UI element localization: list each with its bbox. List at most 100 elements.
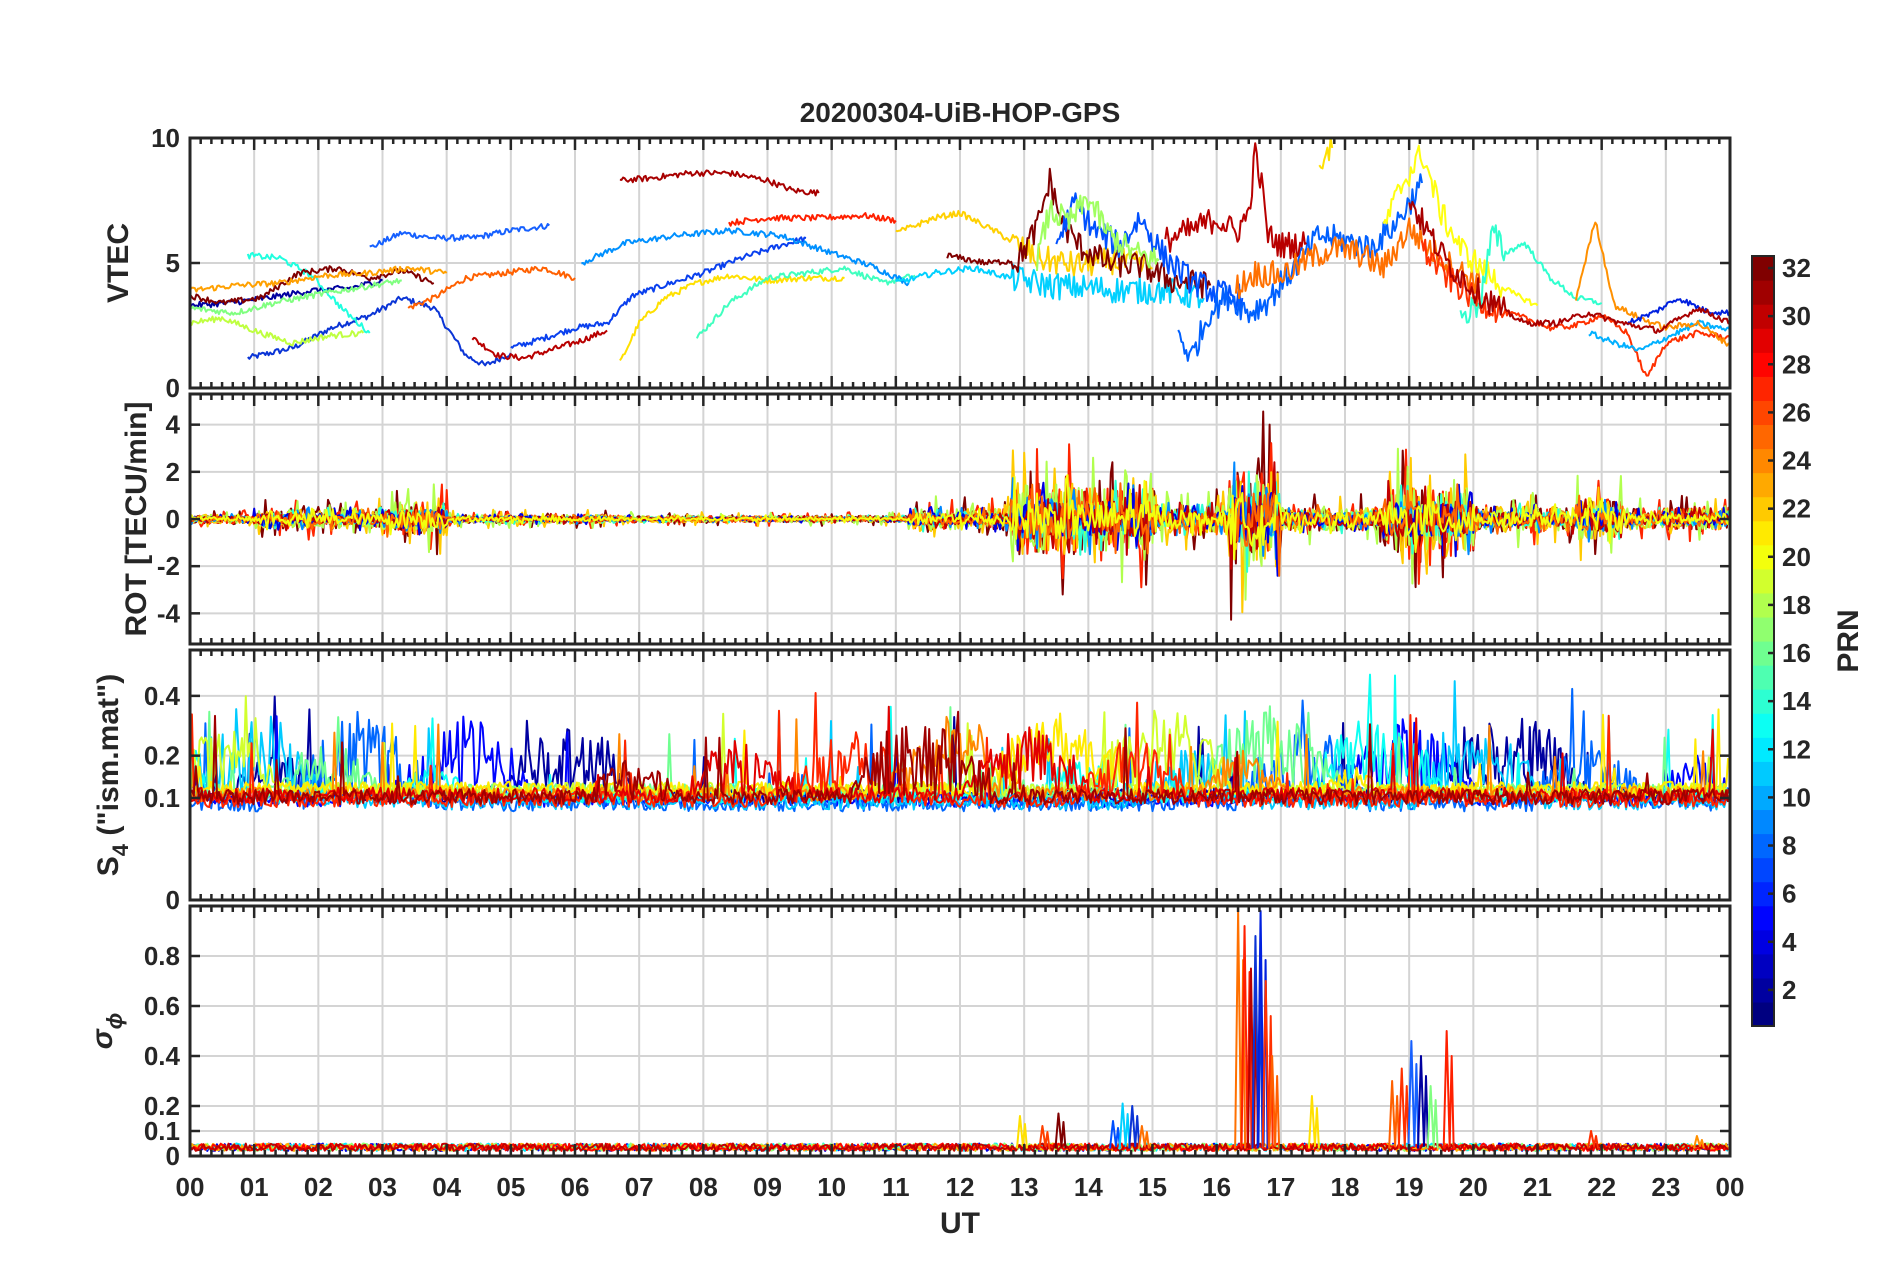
vtec-series-prn-20 bbox=[619, 273, 845, 361]
y-tick-label: 4 bbox=[166, 410, 181, 440]
s4-ylabel-suffix: ("ism.mat") bbox=[92, 674, 125, 844]
sigma-ylabel: σϕ bbox=[86, 1013, 127, 1050]
x-tick-label: 00 bbox=[1716, 1172, 1745, 1202]
sigma-ylabel-sub: ϕ bbox=[102, 1013, 127, 1030]
sigma-y-tick-labels: 00.10.2 0.4 0.6 0.8 bbox=[144, 941, 181, 1171]
colorbar-band bbox=[1752, 881, 1774, 907]
s4-ticks bbox=[188, 650, 1732, 902]
vtec-ticks bbox=[188, 136, 1732, 390]
colorbar-band bbox=[1752, 280, 1774, 305]
vtec-grid bbox=[190, 138, 1730, 388]
x-tick-label: 07 bbox=[625, 1172, 654, 1202]
colorbar-band bbox=[1752, 544, 1774, 570]
x-tick-label: 01 bbox=[240, 1172, 269, 1202]
x-tick-label: 05 bbox=[496, 1172, 525, 1202]
x-axis-label: UT bbox=[940, 1207, 980, 1240]
panel-rot: -4 -2 0 2 4 ROT [TECU/min] bbox=[120, 392, 1732, 646]
sigma-spike bbox=[1426, 1085, 1439, 1149]
sigma-spike bbox=[1388, 1080, 1401, 1149]
vtec-series-prn-9 bbox=[581, 227, 910, 287]
colorbar-band bbox=[1752, 785, 1774, 811]
sigma-ticks bbox=[188, 906, 1732, 1158]
vtec-series-prn-15 bbox=[695, 265, 916, 339]
vtec-plot-area bbox=[190, 138, 1730, 377]
colorbar-band bbox=[1752, 328, 1774, 353]
vtec-series-prn-32 bbox=[946, 167, 1212, 299]
colorbar-tick-label: 28 bbox=[1782, 349, 1811, 379]
y-tick-label: -2 bbox=[157, 551, 180, 581]
colorbar-band bbox=[1752, 689, 1774, 714]
colorbar-band bbox=[1752, 665, 1774, 690]
vtec-ylabel: VTEC bbox=[102, 223, 135, 303]
colorbar-tick-label: 12 bbox=[1782, 734, 1811, 764]
vtec-series-prn-13 bbox=[246, 251, 371, 334]
sigma-ylabel-main: σ bbox=[86, 1028, 119, 1049]
x-tick-label: 21 bbox=[1523, 1172, 1552, 1202]
x-tick-label: 00 bbox=[176, 1172, 205, 1202]
colorbar-band bbox=[1752, 1001, 1774, 1027]
s4-ylabel-main: S bbox=[92, 856, 125, 876]
y-tick-label: 0.2 bbox=[144, 1091, 180, 1121]
sigma-spike bbox=[1692, 1135, 1705, 1149]
s4-y-tick-labels: 0 0.1 0.2 0.4 bbox=[144, 681, 181, 915]
colorbar-band bbox=[1752, 713, 1774, 738]
y-tick-label: 10 bbox=[151, 123, 180, 153]
vtec-series-prn-7 bbox=[1055, 192, 1244, 312]
sigma-grid bbox=[190, 906, 1730, 1156]
colorbar-bands bbox=[1752, 256, 1774, 1027]
x-tick-label: 18 bbox=[1331, 1172, 1360, 1202]
sigma-spike bbox=[1109, 1120, 1121, 1149]
x-tick-label: 10 bbox=[817, 1172, 846, 1202]
s4-ylabel: S4 ("ism.mat") bbox=[92, 674, 133, 876]
vtec-series-prn-31 bbox=[619, 169, 820, 197]
y-tick-label: 2 bbox=[166, 457, 180, 487]
sigma-spike bbox=[1137, 1125, 1150, 1149]
y-tick-label: 0 bbox=[166, 373, 180, 403]
colorbar-band bbox=[1752, 616, 1774, 642]
x-tick-label: 03 bbox=[368, 1172, 397, 1202]
sigma-spike bbox=[1118, 1102, 1131, 1149]
x-tick-label: 17 bbox=[1266, 1172, 1295, 1202]
vtec-series-prn-17 bbox=[1036, 194, 1160, 272]
vtec-series-prn-11 bbox=[1588, 319, 1730, 352]
colorbar-tick-label: 20 bbox=[1782, 542, 1811, 572]
colorbar-tick-label: 26 bbox=[1782, 397, 1811, 427]
colorbar-tick-label: 4 bbox=[1782, 927, 1797, 957]
x-tick-labels: 00 01 02 03 04 05 06 07 08 09 10 11 12 13 14 15 16 17 18 19… bbox=[176, 1172, 1745, 1202]
vtec-series-prn-28 bbox=[728, 212, 897, 227]
vtec-series-prn-18 bbox=[190, 315, 365, 347]
sigma-spike bbox=[1128, 1105, 1141, 1149]
x-tick-label: 04 bbox=[432, 1172, 461, 1202]
x-tick-label: 06 bbox=[561, 1172, 590, 1202]
vtec-series-prn-22 bbox=[190, 265, 448, 293]
sigma-spike bbox=[1307, 1095, 1320, 1149]
colorbar-band bbox=[1752, 905, 1774, 931]
x-tick-label: 09 bbox=[753, 1172, 782, 1202]
vtec-series-prn-16 bbox=[190, 278, 402, 316]
vtec-series-prn-19 bbox=[1382, 144, 1539, 307]
rot-plot-area bbox=[190, 410, 1730, 621]
x-tick-label: 23 bbox=[1651, 1172, 1680, 1202]
colorbar-tick-label: 16 bbox=[1782, 638, 1811, 668]
x-tick-label: 11 bbox=[882, 1172, 910, 1202]
colorbar-band bbox=[1752, 448, 1774, 474]
sigma-spike bbox=[1442, 1030, 1455, 1149]
colorbar-label: PRN bbox=[1832, 609, 1865, 672]
colorbar-tick-label: 22 bbox=[1782, 494, 1811, 524]
colorbar-tick-label: 18 bbox=[1782, 590, 1811, 620]
colorbar-tick-label: 14 bbox=[1782, 686, 1811, 716]
chart-title: 20200304-UiB-HOP-GPS bbox=[800, 97, 1121, 128]
vtec-series-prn-23 bbox=[1575, 221, 1730, 347]
colorbar-band bbox=[1752, 737, 1774, 762]
y-tick-label: 0.1 bbox=[144, 1116, 180, 1146]
vtec-series-prn-5 bbox=[510, 236, 807, 349]
s4-ylabel-sub: 4 bbox=[108, 843, 133, 856]
sigma-spike bbox=[1417, 1055, 1429, 1149]
y-tick-label: -4 bbox=[157, 598, 181, 628]
colorbar-band bbox=[1752, 424, 1774, 450]
x-tick-label: 12 bbox=[946, 1172, 975, 1202]
panel-vtec: 0 5 10 VTEC bbox=[102, 123, 1732, 403]
vtec-series-prn-30 bbox=[1164, 142, 1307, 260]
